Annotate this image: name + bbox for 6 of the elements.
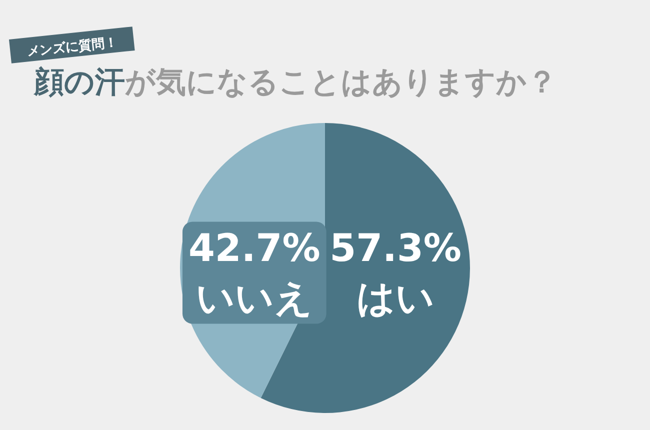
slice-label: いいえ	[196, 276, 313, 320]
data-label: 57.3%	[330, 226, 462, 270]
data-label: 42.7%	[188, 226, 320, 270]
text: メンズに質問！	[26, 34, 118, 60]
chart-title: 顔の汗が気になることはありますか？	[33, 65, 557, 100]
slice-label: はい	[356, 276, 435, 320]
